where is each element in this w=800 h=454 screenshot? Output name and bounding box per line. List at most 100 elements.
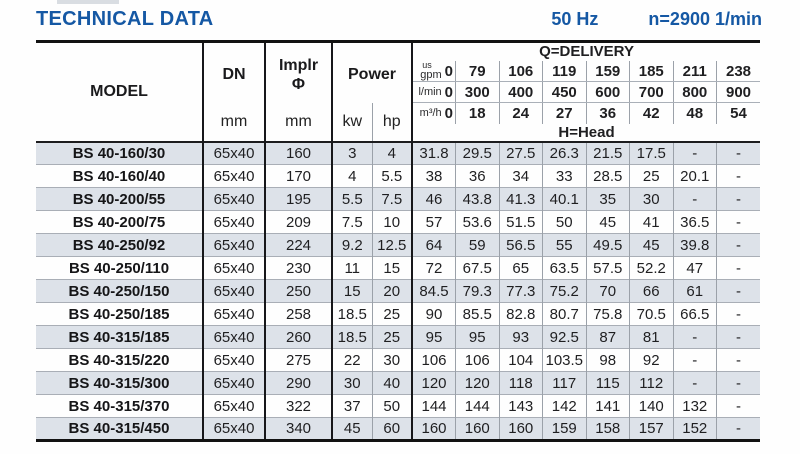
head-value-cell: - xyxy=(716,233,761,257)
table-row: BS 40-200/75 65x40 209 7.5 10 57 53.6 51.5 50 45 4… xyxy=(36,210,761,234)
head-value-cell: 20.1 xyxy=(672,164,717,188)
table-row: BS 40-160/40 65x40 170 4 5.5 38 36 34 33 28.5 25 20… xyxy=(36,164,761,188)
head-value-cell: 143 xyxy=(498,394,543,418)
kw-cell: 9.2 xyxy=(331,233,372,257)
head-value-cell: 80.7 xyxy=(542,302,587,326)
flow-value-cell: 600 xyxy=(585,81,630,103)
head-value-cell: 158 xyxy=(585,417,630,441)
flow-value-cell: 79 xyxy=(455,61,500,82)
hp-unit-label: hp xyxy=(371,102,413,142)
head-value-cell: - xyxy=(716,210,761,234)
model-cell: BS 40-250/150 xyxy=(36,279,203,303)
flow-unit-zero-cell: us gpm 0 xyxy=(411,61,456,82)
head-value-cell: 17.5 xyxy=(629,140,674,165)
head-value-cell: 159 xyxy=(542,417,587,441)
kw-cell: 37 xyxy=(331,394,372,418)
head-value-cell: 75.8 xyxy=(585,302,630,326)
technical-data-table-wrap: MODEL DN Implr Φ Power Q=DELIVERY us gpm 0… xyxy=(36,40,761,442)
impeller-cell: 290 xyxy=(264,371,332,395)
head-value-cell: 95 xyxy=(455,325,500,349)
head-value-cell: - xyxy=(716,302,761,326)
head-value-cell: 26.3 xyxy=(542,140,587,165)
flow-unit-label: m³/h xyxy=(420,108,442,119)
head-value-cell: 29.5 xyxy=(455,140,500,165)
head-value-cell: 59 xyxy=(455,233,500,257)
flow-value-cell: 24 xyxy=(498,102,543,124)
head-value-cell: - xyxy=(716,164,761,188)
hp-cell: 7.5 xyxy=(371,187,413,211)
head-value-cell: 66.5 xyxy=(672,302,717,326)
dn-cell: 65x40 xyxy=(202,371,265,395)
head-value-cell: 144 xyxy=(455,394,500,418)
head-value-cell: 25 xyxy=(629,164,674,188)
head-value-cell: 106 xyxy=(411,348,456,372)
flow-zero-value: 0 xyxy=(444,105,454,123)
hp-cell: 20 xyxy=(371,279,413,303)
head-value-cell: 38 xyxy=(411,164,456,188)
hp-cell: 50 xyxy=(371,394,413,418)
head-value-cell: - xyxy=(716,140,761,165)
head-value-cell: 87 xyxy=(585,325,630,349)
flow-value-cell: 185 xyxy=(629,61,674,82)
head-value-cell: 49.5 xyxy=(585,233,630,257)
table-row: BS 40-250/185 65x40 258 18.5 25 90 85.5 82.8 80.… xyxy=(36,302,761,326)
head-value-cell: - xyxy=(672,348,717,372)
head-value-cell: 31.8 xyxy=(411,140,456,165)
flow-unit-label: l/min xyxy=(418,86,441,98)
head-value-cell: 36.5 xyxy=(672,210,717,234)
head-value-cell: 57 xyxy=(411,210,456,234)
table-row: BS 40-200/55 65x40 195 5.5 7.5 46 43.8 41.3 40.1… xyxy=(36,187,761,211)
flow-unit-small: us xyxy=(422,61,432,70)
hp-cell: 30 xyxy=(371,348,413,372)
head-value-cell: 77.3 xyxy=(498,279,543,303)
head-value-cell: 61 xyxy=(672,279,717,303)
hp-cell: 40 xyxy=(371,371,413,395)
table-row: BS 40-315/220 65x40 275 22 30 106 106 104 103.5 9… xyxy=(36,348,761,372)
model-cell: BS 40-315/300 xyxy=(36,371,203,395)
kw-cell: 15 xyxy=(331,279,372,303)
title-bar: TECHNICAL DATA 50 Hz n=2900 1/min xyxy=(36,8,762,31)
head-value-cell: 40.1 xyxy=(542,187,587,211)
hp-cell: 12.5 xyxy=(371,233,413,257)
dn-column-header: DN xyxy=(202,41,265,103)
flow-value-cell: 400 xyxy=(498,81,543,103)
flow-row-m3h: mm mm kw hp m³/h 0 18 24 27 36 42 48 54 xyxy=(36,102,761,142)
head-value-cell: 141 xyxy=(585,394,630,418)
head-value-cell: - xyxy=(716,417,761,441)
head-value-cell: 55 xyxy=(542,233,587,257)
head-value-cell: 21.5 xyxy=(585,140,630,165)
head-value-cell: 64 xyxy=(411,233,456,257)
head-value-cell: 112 xyxy=(629,371,674,395)
hp-cell: 60 xyxy=(371,417,413,441)
flow-value-cell: 238 xyxy=(716,61,761,82)
table-body: BS 40-160/30 65x40 160 3 4 31.8 29.5 27.5 26.3 21… xyxy=(36,140,761,441)
head-value-cell: 120 xyxy=(411,371,456,395)
dn-cell: 65x40 xyxy=(202,233,265,257)
head-value-cell: 144 xyxy=(411,394,456,418)
head-value-cell: 39.8 xyxy=(672,233,717,257)
head-value-cell: 85.5 xyxy=(455,302,500,326)
kw-cell: 11 xyxy=(331,256,372,280)
model-cell: BS 40-160/40 xyxy=(36,164,203,188)
flow-value-cell: 450 xyxy=(542,81,587,103)
head-value-cell: 52.2 xyxy=(629,256,674,280)
speed-label: n=2900 1/min xyxy=(648,9,762,29)
power-column-header: Power xyxy=(330,41,413,103)
hp-cell: 25 xyxy=(371,325,413,349)
hp-cell: 25 xyxy=(371,302,413,326)
flow-unit-zero-cell: m³/h 0 xyxy=(411,102,456,124)
dn-cell: 65x40 xyxy=(202,394,265,418)
model-cell: BS 40-250/185 xyxy=(36,302,203,326)
head-value-cell: 82.8 xyxy=(498,302,543,326)
kw-cell: 18.5 xyxy=(331,325,372,349)
impeller-cell: 260 xyxy=(264,325,332,349)
head-value-cell: 157 xyxy=(629,417,674,441)
head-value-cell: 67.5 xyxy=(455,256,500,280)
model-cell: BS 40-315/185 xyxy=(36,325,203,349)
impeller-cell: 322 xyxy=(264,394,332,418)
head-value-cell: - xyxy=(716,348,761,372)
model-cell: BS 40-250/110 xyxy=(36,256,203,280)
head-value-cell: 98 xyxy=(585,348,630,372)
page-title: TECHNICAL DATA xyxy=(36,8,214,30)
